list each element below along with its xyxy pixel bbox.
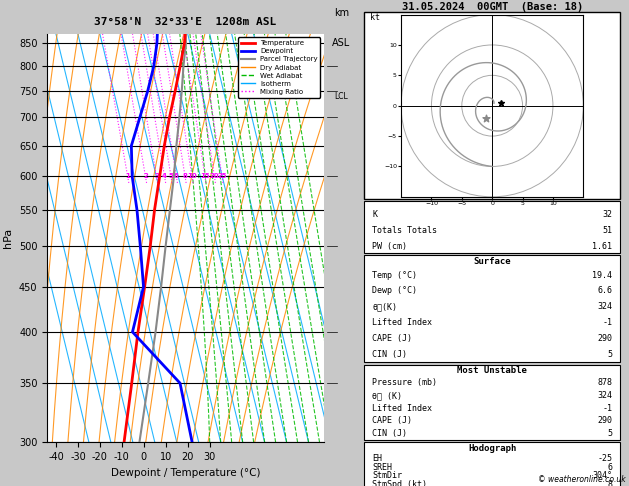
Text: EH: EH bbox=[372, 454, 382, 463]
Text: 5: 5 bbox=[607, 349, 612, 359]
Text: ASL: ASL bbox=[332, 38, 350, 48]
Text: LCL: LCL bbox=[335, 92, 348, 102]
Text: 7: 7 bbox=[480, 327, 486, 337]
Text: km: km bbox=[333, 8, 349, 17]
X-axis label: Dewpoint / Temperature (°C): Dewpoint / Temperature (°C) bbox=[111, 468, 260, 478]
Bar bbox=[364, 442, 620, 486]
Text: -25: -25 bbox=[598, 454, 612, 463]
Text: 5: 5 bbox=[169, 174, 174, 179]
Text: Most Unstable: Most Unstable bbox=[457, 366, 527, 376]
Text: 8: 8 bbox=[480, 378, 486, 388]
Text: CAPE (J): CAPE (J) bbox=[372, 334, 412, 343]
Bar bbox=[364, 255, 620, 362]
Text: 25: 25 bbox=[217, 174, 226, 179]
Text: 3: 3 bbox=[154, 174, 159, 179]
Text: 324: 324 bbox=[598, 391, 612, 400]
Bar bbox=[364, 364, 620, 440]
Text: kt: kt bbox=[369, 13, 379, 22]
Text: 6.6: 6.6 bbox=[598, 286, 612, 295]
Text: 8: 8 bbox=[182, 174, 187, 179]
Text: 4: 4 bbox=[162, 174, 167, 179]
Text: 19.4: 19.4 bbox=[593, 271, 612, 280]
Text: Surface: Surface bbox=[474, 257, 511, 266]
Text: © weatheronline.co.uk: © weatheronline.co.uk bbox=[538, 474, 626, 484]
Text: -1: -1 bbox=[603, 404, 612, 413]
Text: 290: 290 bbox=[598, 334, 612, 343]
Bar bbox=[364, 201, 620, 253]
Text: Lifted Index: Lifted Index bbox=[372, 404, 432, 413]
Text: Pressure (mb): Pressure (mb) bbox=[372, 379, 437, 387]
Text: 8: 8 bbox=[607, 480, 612, 486]
Text: 5: 5 bbox=[480, 172, 486, 181]
Text: 6: 6 bbox=[607, 463, 612, 472]
Text: Totals Totals: Totals Totals bbox=[372, 226, 437, 235]
Text: CIN (J): CIN (J) bbox=[372, 349, 407, 359]
Text: -1: -1 bbox=[603, 318, 612, 327]
Text: 15: 15 bbox=[200, 174, 209, 179]
Text: 20: 20 bbox=[209, 174, 220, 179]
Text: 6: 6 bbox=[174, 174, 179, 179]
Text: 878: 878 bbox=[598, 379, 612, 387]
Text: Dewp (°C): Dewp (°C) bbox=[372, 286, 417, 295]
Text: SREH: SREH bbox=[372, 463, 392, 472]
Legend: Temperature, Dewpoint, Parcel Trajectory, Dry Adiabat, Wet Adiabat, Isotherm, Mi: Temperature, Dewpoint, Parcel Trajectory… bbox=[238, 37, 320, 98]
Text: Hodograph: Hodograph bbox=[468, 444, 516, 453]
Text: Lifted Index: Lifted Index bbox=[372, 318, 432, 327]
Text: 6: 6 bbox=[480, 242, 486, 251]
Bar bbox=[364, 12, 620, 199]
Text: StmSpd (kt): StmSpd (kt) bbox=[372, 480, 427, 486]
Text: 324: 324 bbox=[598, 302, 612, 312]
Text: 32: 32 bbox=[603, 210, 612, 219]
Y-axis label: hPa: hPa bbox=[3, 228, 13, 248]
Text: 3: 3 bbox=[480, 86, 486, 96]
Text: θᴄ (K): θᴄ (K) bbox=[372, 391, 402, 400]
Text: 4: 4 bbox=[480, 112, 486, 122]
Text: 5: 5 bbox=[607, 429, 612, 438]
Text: StmDir: StmDir bbox=[372, 471, 402, 480]
Text: 304°: 304° bbox=[593, 471, 612, 480]
Text: θᴄ(K): θᴄ(K) bbox=[372, 302, 397, 312]
Text: 290: 290 bbox=[598, 417, 612, 425]
Text: 51: 51 bbox=[603, 226, 612, 235]
Text: 1.61: 1.61 bbox=[593, 243, 612, 251]
Text: CAPE (J): CAPE (J) bbox=[372, 417, 412, 425]
Text: 2: 2 bbox=[143, 174, 148, 179]
Text: 37°58'N  32°33'E  1208m ASL: 37°58'N 32°33'E 1208m ASL bbox=[94, 17, 277, 27]
Text: 10: 10 bbox=[187, 174, 197, 179]
Text: 2: 2 bbox=[480, 61, 486, 71]
Text: CIN (J): CIN (J) bbox=[372, 429, 407, 438]
Text: PW (cm): PW (cm) bbox=[372, 243, 407, 251]
Text: K: K bbox=[372, 210, 377, 219]
Text: 31.05.2024  00GMT  (Base: 18): 31.05.2024 00GMT (Base: 18) bbox=[401, 2, 583, 13]
Text: 1: 1 bbox=[125, 174, 130, 179]
Text: Temp (°C): Temp (°C) bbox=[372, 271, 417, 280]
